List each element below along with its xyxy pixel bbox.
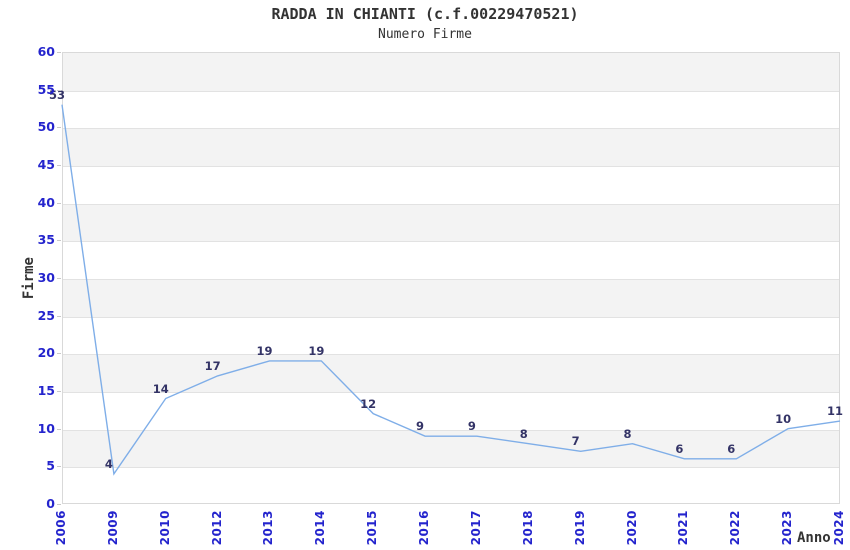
grid-line: [63, 429, 839, 431]
y-tick-label: 50: [37, 119, 55, 135]
y-tick-mark: [57, 278, 61, 279]
y-tick-mark: [57, 466, 61, 468]
y-tick-mark: [57, 240, 61, 242]
x-tick-label: 2024: [832, 510, 846, 546]
plot-area: [62, 52, 840, 504]
grid-line: [63, 203, 839, 205]
x-tick-label: 2010: [157, 510, 172, 546]
data-point-label: 10: [775, 411, 792, 426]
grid-band: [63, 354, 839, 392]
y-tick-mark: [57, 353, 61, 355]
y-tick-mark: [57, 428, 61, 430]
y-tick-mark: [57, 391, 61, 392]
x-tick-label: 2017: [468, 510, 483, 546]
data-point-label: 4: [104, 456, 113, 471]
x-tick-label: 2016: [417, 510, 432, 546]
x-tick-label: 2022: [728, 510, 743, 546]
y-tick-label: 25: [37, 307, 55, 323]
data-point-label: 19: [308, 343, 325, 358]
grid-band: [63, 203, 839, 242]
y-tick-label: 0: [46, 496, 55, 511]
data-point-label: 17: [204, 358, 221, 373]
data-point-label: 9: [467, 419, 476, 434]
y-tick-label: 60: [37, 44, 55, 59]
grid-line: [63, 279, 839, 280]
x-tick-label: 2021: [676, 510, 691, 546]
grid-band: [63, 128, 839, 166]
grid-line: [63, 354, 839, 356]
grid-band: [63, 53, 839, 91]
y-tick-mark: [57, 127, 61, 129]
y-tick-mark: [57, 504, 61, 505]
x-tick-label: 2012: [209, 510, 224, 546]
grid-line: [63, 166, 839, 167]
y-tick-label: 40: [37, 194, 55, 210]
grid-line: [63, 467, 839, 469]
grid-line: [63, 241, 839, 243]
y-tick-label: 45: [37, 157, 55, 172]
x-tick-label: 2020: [624, 510, 639, 546]
y-tick-label: 20: [37, 345, 55, 361]
x-axis-title: Anno: [797, 530, 831, 546]
chart-title: RADDA IN CHIANTI (c.f.00229470521): [271, 5, 579, 23]
data-point-label: 19: [256, 343, 273, 358]
data-point-label: 6: [675, 441, 684, 456]
y-tick-label: 15: [37, 383, 55, 398]
data-point-label: 9: [416, 419, 425, 434]
x-tick-label: 2018: [520, 510, 535, 546]
data-point-label: 11: [826, 404, 844, 419]
y-tick-mark: [57, 315, 61, 317]
y-tick-mark: [57, 202, 61, 204]
data-point-label: 7: [571, 434, 580, 449]
grid-band: [63, 429, 839, 468]
data-point-label: 6: [727, 441, 736, 456]
x-tick-label: 2014: [313, 510, 328, 546]
data-point-label: 8: [519, 426, 528, 441]
x-tick-label: 2019: [572, 510, 587, 546]
y-tick-mark: [57, 52, 61, 53]
x-tick-label: 2009: [105, 510, 120, 546]
x-tick-label: 2013: [261, 510, 276, 546]
x-tick-label: 2023: [780, 510, 795, 546]
grid-line: [63, 316, 839, 318]
data-point-label: 8: [623, 426, 632, 441]
y-tick-label: 30: [37, 270, 55, 285]
y-tick-label: 5: [46, 458, 55, 474]
y-tick-label: 55: [37, 81, 55, 97]
chart-subtitle: Numero Firme: [378, 27, 472, 42]
y-tick-label: 35: [37, 232, 55, 248]
x-tick-label: 2015: [365, 510, 380, 546]
grid-line: [63, 90, 839, 92]
grid-band: [63, 279, 839, 317]
data-point-label: 14: [152, 381, 169, 396]
x-tick-label: 2006: [54, 510, 68, 546]
grid-line: [63, 392, 839, 393]
grid-line: [63, 128, 839, 130]
y-tick-label: 10: [37, 420, 55, 436]
y-tick-mark: [57, 89, 61, 91]
data-point-label: 12: [360, 396, 377, 411]
y-tick-mark: [57, 165, 61, 166]
data-point-label: 53: [48, 87, 66, 102]
